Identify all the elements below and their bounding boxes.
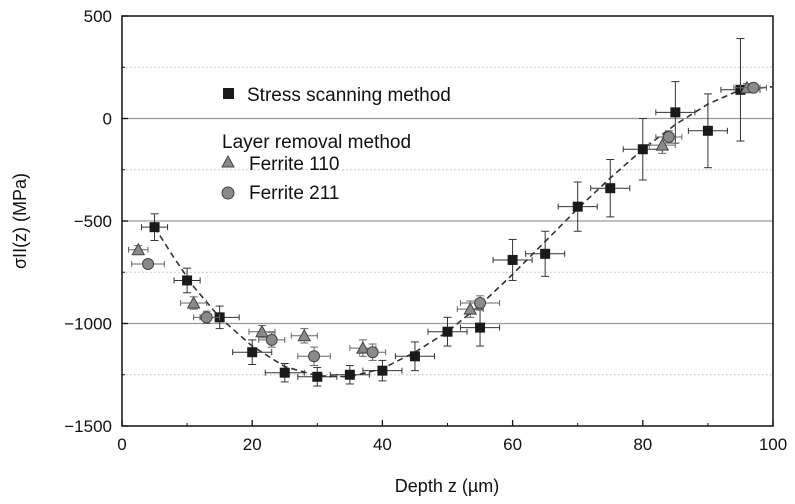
data-point-stress-scanning-method bbox=[461, 309, 500, 346]
square-marker bbox=[150, 222, 160, 232]
data-point-stress-scanning-method bbox=[656, 82, 695, 144]
fit-curve-line bbox=[155, 87, 773, 377]
square-marker bbox=[377, 366, 387, 376]
data-point-stress-scanning-method bbox=[395, 342, 434, 371]
data-point-stress-scanning-method bbox=[493, 239, 532, 280]
square-marker bbox=[703, 126, 713, 136]
y-tick-label: −1500 bbox=[64, 417, 112, 436]
circle-marker bbox=[663, 131, 674, 142]
circle-marker bbox=[748, 82, 759, 93]
data-point-stress-scanning-method bbox=[233, 340, 272, 365]
fit-curve bbox=[155, 87, 773, 377]
square-marker bbox=[508, 255, 518, 265]
data-point-ferrite-211 bbox=[461, 296, 500, 310]
x-tick-label: 60 bbox=[503, 435, 522, 454]
legend-square-marker bbox=[223, 88, 234, 99]
data-point-stress-scanning-method bbox=[265, 363, 304, 381]
data-point-stress-scanning-method bbox=[298, 368, 337, 386]
circle-marker bbox=[143, 259, 154, 270]
data-point-ferrite-110 bbox=[129, 244, 149, 255]
x-tick-label: 100 bbox=[759, 435, 787, 454]
circle-marker bbox=[266, 334, 277, 345]
data-point-stress-scanning-method bbox=[558, 182, 597, 231]
legend: Stress scanning method Layer removal met… bbox=[222, 85, 451, 204]
data-point-stress-scanning-method bbox=[526, 231, 565, 276]
axis-ticks: 0 20 40 60 80 100 −1500 −1000 −500 0 500 bbox=[64, 7, 787, 454]
y-axis-label: σII(z) (MPa) bbox=[10, 173, 30, 269]
square-marker bbox=[605, 183, 615, 193]
legend-circle-marker bbox=[222, 187, 234, 199]
x-tick-label: 80 bbox=[633, 435, 652, 454]
x-tick-label: 0 bbox=[117, 435, 126, 454]
x-tick-label: 20 bbox=[243, 435, 262, 454]
x-axis-label: Depth z (µm) bbox=[395, 476, 499, 496]
data-point-ferrite-110 bbox=[181, 297, 207, 309]
data-point-stress-scanning-method bbox=[330, 366, 369, 384]
legend-item-stress-scanning: Stress scanning method bbox=[247, 85, 451, 106]
data-point-stress-scanning-method bbox=[428, 317, 467, 346]
square-marker bbox=[443, 327, 453, 337]
y-tick-label: −1000 bbox=[64, 315, 112, 334]
data-point-stress-scanning-method bbox=[591, 160, 630, 217]
y-tick-label: 0 bbox=[103, 110, 112, 129]
legend-group-title: Layer removal method bbox=[222, 132, 411, 153]
data-point-ferrite-110 bbox=[291, 329, 317, 343]
y-tick-label: −500 bbox=[74, 212, 112, 231]
circle-marker bbox=[309, 351, 320, 362]
data-point-ferrite-211 bbox=[298, 347, 331, 365]
square-marker bbox=[540, 249, 550, 259]
x-tick-label: 40 bbox=[373, 435, 392, 454]
data-point-stress-scanning-method bbox=[688, 94, 727, 168]
square-marker bbox=[280, 368, 290, 378]
circle-marker bbox=[475, 298, 486, 309]
square-marker bbox=[182, 275, 192, 285]
square-marker bbox=[247, 347, 257, 357]
square-marker bbox=[345, 370, 355, 380]
square-marker bbox=[475, 323, 485, 333]
data-point-ferrite-211 bbox=[656, 131, 682, 143]
square-marker bbox=[573, 202, 583, 212]
legend-item-ferrite-110: Ferrite 110 bbox=[249, 154, 339, 175]
legend-triangle-marker bbox=[222, 156, 234, 167]
square-marker bbox=[410, 351, 420, 361]
data-point-ferrite-211 bbox=[132, 259, 165, 270]
circle-marker bbox=[367, 347, 378, 358]
square-marker bbox=[312, 372, 322, 382]
square-marker bbox=[670, 107, 680, 117]
legend-item-ferrite-211: Ferrite 211 bbox=[249, 183, 339, 204]
data-point-stress-scanning-method bbox=[363, 360, 402, 381]
square-marker bbox=[638, 144, 648, 154]
circle-marker bbox=[201, 312, 212, 323]
y-tick-label: 500 bbox=[84, 7, 112, 26]
data-point-stress-scanning-method bbox=[142, 214, 168, 241]
